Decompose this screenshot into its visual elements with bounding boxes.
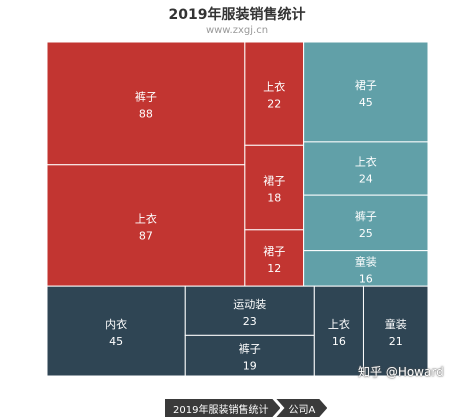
tile-name-label: 裤子 (239, 342, 261, 356)
breadcrumb-current[interactable]: 公司A (276, 399, 327, 417)
treemap-tile[interactable] (46, 164, 246, 287)
treemap-tile[interactable] (184, 285, 315, 336)
tile-name-label: 裙子 (355, 79, 377, 92)
tile-name-label: 上衣 (328, 317, 350, 331)
breadcrumb-root[interactable]: 2019年服装销售统计 (165, 399, 280, 417)
tile-name-label: 运动装 (233, 298, 266, 311)
treemap-tile[interactable] (303, 141, 429, 196)
treemap-tile[interactable] (313, 285, 364, 377)
tile-value-label: 16 (332, 335, 346, 348)
chart-title: 2019年服装销售统计 (168, 7, 306, 23)
tile-value-label: 18 (267, 192, 281, 205)
tile-value-label: 12 (267, 262, 281, 275)
treemap-tile[interactable] (244, 144, 305, 231)
tile-name-label: 童装 (385, 317, 407, 331)
treemap-tile[interactable] (362, 285, 429, 377)
tile-value-label: 24 (359, 173, 373, 186)
breadcrumb: 2019年服装销售统计 公司A (165, 399, 327, 417)
treemap-tile[interactable] (46, 41, 246, 166)
tile-name-label: 内衣 (105, 317, 127, 331)
tile-name-label: 上衣 (135, 211, 157, 225)
tile-value-label: 22 (267, 98, 281, 111)
tile-name-label: 裤子 (135, 89, 157, 103)
treemap-tile[interactable] (244, 41, 305, 146)
tile-name-label: 上衣 (263, 80, 285, 94)
tile-value-label: 87 (139, 229, 153, 242)
treemap-tile[interactable] (303, 41, 429, 143)
tile-name-label: 裙子 (263, 245, 285, 258)
tile-value-label: 88 (139, 107, 153, 120)
chart-subtitle[interactable]: www.zxgj.cn (205, 25, 269, 36)
watermark-text: 知乎 @Howard (358, 365, 444, 379)
tile-value-label: 45 (109, 335, 123, 348)
tile-value-label: 25 (359, 227, 373, 240)
tile-value-label: 19 (243, 360, 257, 373)
tile-value-label: 45 (359, 96, 373, 109)
treemap-tile[interactable] (184, 334, 315, 377)
tile-value-label: 16 (359, 272, 373, 285)
tile-name-label: 童装 (355, 254, 377, 268)
tile-name-label: 裤子 (355, 209, 377, 223)
tile-value-label: 21 (389, 335, 403, 348)
treemap-tile[interactable] (46, 285, 186, 377)
tile-name-label: 上衣 (355, 155, 377, 169)
tile-name-label: 裙子 (263, 175, 285, 188)
tile-value-label: 23 (243, 315, 257, 328)
